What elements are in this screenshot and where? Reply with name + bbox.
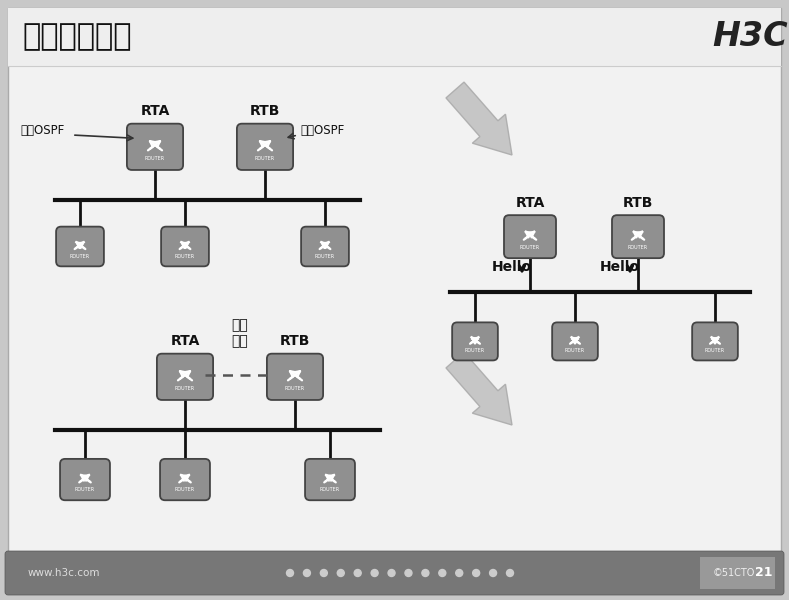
Text: ROUTER: ROUTER [705, 348, 725, 353]
FancyBboxPatch shape [267, 353, 323, 400]
Text: ROUTER: ROUTER [175, 254, 195, 259]
Text: RTB: RTB [280, 334, 310, 348]
Text: RTA: RTA [515, 196, 544, 210]
Text: Hello: Hello [492, 260, 532, 274]
FancyBboxPatch shape [160, 459, 210, 500]
Circle shape [354, 569, 361, 577]
Text: ROUTER: ROUTER [75, 487, 95, 493]
Text: ©51CTO: ©51CTO [713, 568, 755, 578]
FancyBboxPatch shape [452, 322, 498, 361]
Text: RTB: RTB [250, 104, 280, 118]
Text: Hello: Hello [600, 260, 640, 274]
Text: ROUTER: ROUTER [255, 156, 275, 161]
Circle shape [422, 569, 429, 577]
Circle shape [286, 569, 294, 577]
Text: ROUTER: ROUTER [520, 245, 540, 250]
Text: ROUTER: ROUTER [285, 386, 305, 391]
Text: RTA: RTA [170, 334, 200, 348]
Circle shape [371, 569, 378, 577]
FancyBboxPatch shape [237, 124, 293, 170]
Text: 启动OSPF: 启动OSPF [300, 124, 344, 136]
Circle shape [490, 569, 496, 577]
Polygon shape [446, 82, 512, 155]
Text: ROUTER: ROUTER [315, 254, 335, 259]
FancyBboxPatch shape [301, 227, 349, 266]
Circle shape [473, 569, 480, 577]
FancyBboxPatch shape [60, 459, 110, 500]
Text: RTB: RTB [623, 196, 653, 210]
Circle shape [456, 569, 462, 577]
Text: ROUTER: ROUTER [145, 156, 165, 161]
FancyBboxPatch shape [5, 551, 784, 595]
Bar [700, 557, 775, 589]
Text: 建立邻居关系: 建立邻居关系 [22, 22, 132, 52]
Text: ROUTER: ROUTER [565, 348, 585, 353]
Text: ROUTER: ROUTER [70, 254, 90, 259]
Text: ROUTER: ROUTER [320, 487, 340, 493]
FancyBboxPatch shape [692, 322, 738, 361]
Polygon shape [446, 352, 512, 425]
Bar [8, 8, 781, 66]
Text: 启动OSPF: 启动OSPF [20, 124, 64, 136]
FancyBboxPatch shape [161, 227, 209, 266]
Circle shape [388, 569, 395, 577]
Circle shape [439, 569, 446, 577]
Text: 21: 21 [755, 566, 772, 580]
Text: ROUTER: ROUTER [465, 348, 485, 353]
FancyBboxPatch shape [157, 353, 213, 400]
Text: ROUTER: ROUTER [175, 386, 195, 391]
FancyBboxPatch shape [504, 215, 556, 258]
FancyBboxPatch shape [552, 322, 598, 361]
Text: ROUTER: ROUTER [175, 487, 195, 493]
Text: H3C: H3C [712, 20, 787, 53]
Circle shape [320, 569, 327, 577]
Text: RTA: RTA [140, 104, 170, 118]
Circle shape [304, 569, 310, 577]
Text: www.h3c.com: www.h3c.com [28, 568, 100, 578]
Circle shape [507, 569, 514, 577]
Circle shape [337, 569, 344, 577]
FancyBboxPatch shape [305, 459, 355, 500]
Circle shape [405, 569, 412, 577]
Text: 发现
邻居: 发现 邻居 [232, 318, 249, 348]
Text: ROUTER: ROUTER [628, 245, 648, 250]
FancyBboxPatch shape [612, 215, 664, 258]
FancyBboxPatch shape [127, 124, 183, 170]
FancyBboxPatch shape [56, 227, 104, 266]
